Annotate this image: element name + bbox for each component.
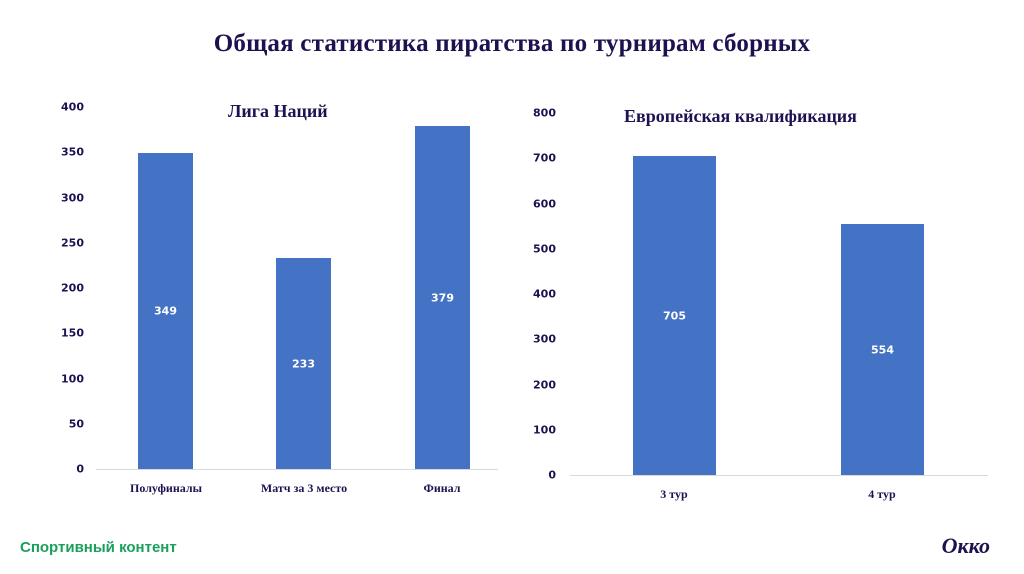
y-tick: 0 — [76, 462, 84, 476]
x-axis-line — [96, 469, 498, 470]
bar-final: 379 — [415, 126, 470, 469]
bar-third-place: 233 — [276, 258, 331, 469]
x-category-label: Матч за 3 место — [260, 481, 348, 495]
x-category-label: 3 тур — [660, 487, 688, 501]
y-tick: 400 — [533, 287, 556, 301]
page-title: Общая статистика пиратства по турнирам с… — [213, 30, 811, 57]
y-tick: 200 — [533, 378, 556, 392]
y-tick: 400 — [61, 100, 84, 114]
y-tick: 600 — [533, 197, 556, 211]
x-category-label: Финал — [423, 481, 461, 495]
brand-logo: Окко — [941, 533, 990, 558]
bar-value-label: 349 — [154, 304, 177, 318]
bar-value-label: 379 — [431, 291, 454, 305]
x-category-label: Полуфиналы — [130, 481, 202, 495]
bar-value-label: 233 — [292, 357, 315, 371]
y-tick: 150 — [61, 326, 84, 340]
footer-section-label: Спортивный контент — [20, 539, 177, 556]
y-tick: 100 — [61, 372, 84, 386]
y-tick: 300 — [61, 191, 84, 205]
y-tick: 700 — [533, 151, 556, 165]
y-tick: 250 — [61, 236, 84, 250]
y-tick: 0 — [548, 468, 556, 482]
chart-title: Лига Наций — [228, 101, 328, 121]
chart-title: Европейская квалификация — [624, 106, 857, 126]
y-tick: 500 — [533, 242, 556, 256]
y-tick: 200 — [61, 281, 84, 295]
bar-value-label: 705 — [663, 309, 686, 323]
bar-round-4: 554 — [841, 224, 924, 475]
bar-semifinals: 349 — [138, 153, 193, 469]
bar-round-3: 705 — [633, 156, 716, 475]
x-category-label: 4 тур — [868, 487, 896, 501]
y-tick: 350 — [61, 145, 84, 159]
y-tick: 50 — [68, 417, 84, 431]
y-tick: 100 — [533, 423, 556, 437]
bar-value-label: 554 — [871, 343, 894, 357]
y-tick: 800 — [533, 106, 556, 120]
x-axis-line — [570, 475, 988, 476]
y-tick: 300 — [533, 332, 556, 346]
